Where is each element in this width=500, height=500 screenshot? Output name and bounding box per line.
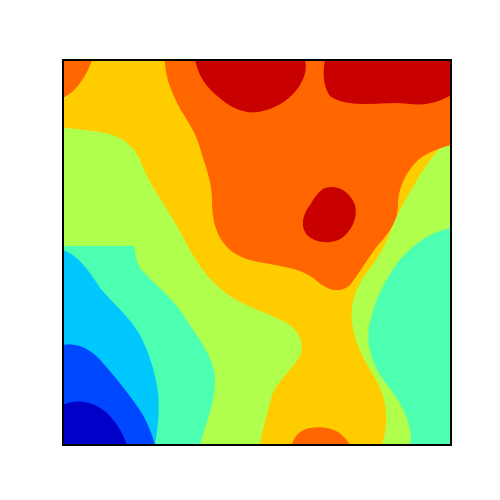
- contour-band-level-4-upperleft: [63, 139, 180, 246]
- contour-band-level-3-right: [368, 228, 451, 445]
- contour-band-level-7-top-left: [195, 60, 306, 113]
- plot-area: [63, 60, 451, 445]
- contour-band-level-6: [165, 60, 451, 291]
- plot-frame: [62, 59, 452, 446]
- contour-band-level-7-top-right: [323, 60, 451, 105]
- contour-band-level-6-corner: [63, 60, 92, 98]
- contour-band-level-6-bottom: [292, 427, 350, 445]
- contour-band-level-0: [63, 401, 127, 445]
- contour-band-level-7-center: [302, 186, 356, 243]
